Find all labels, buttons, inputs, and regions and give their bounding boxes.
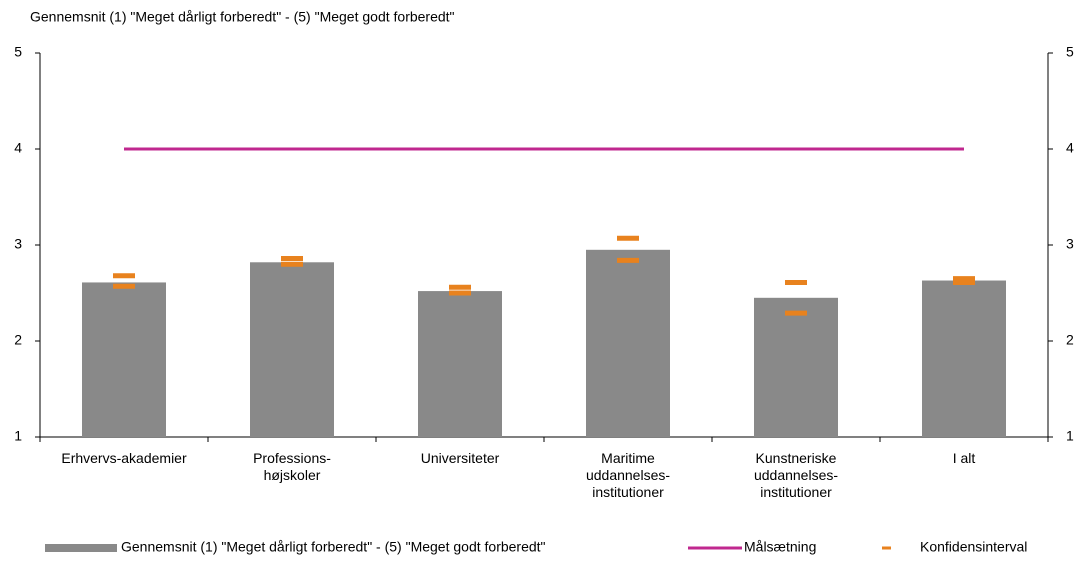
x-tick-label: Professions- højskoler — [253, 450, 331, 483]
legend-swatch — [45, 544, 117, 552]
bar — [586, 249, 670, 437]
bar — [922, 280, 1006, 437]
bar — [418, 291, 502, 437]
y-tick-label: 3 — [14, 236, 22, 252]
y2-tick-label: 4 — [1066, 140, 1074, 156]
bar — [250, 262, 334, 437]
x-tick-label: Universiteter — [420, 450, 500, 466]
y2-tick-label: 3 — [1066, 236, 1074, 252]
chart-title: Gennemsnit (1) "Meget dårligt forberedt"… — [30, 9, 455, 25]
y2-tick-label: 2 — [1066, 332, 1074, 348]
y-tick-label: 4 — [14, 140, 22, 156]
legend-label: Målsætning — [744, 539, 816, 555]
bar — [754, 297, 838, 437]
x-tick-label: Kunstneriske uddannelses- institutioner — [753, 450, 839, 500]
bar — [82, 282, 166, 437]
y2-tick-label: 5 — [1066, 44, 1074, 60]
legend-label: Gennemsnit (1) "Meget dårligt forberedt"… — [121, 539, 546, 555]
x-tick-label: Maritime uddannelses- institutioner — [585, 450, 671, 500]
y-tick-label: 1 — [14, 428, 22, 444]
x-tick-label: I alt — [952, 450, 976, 466]
x-tick-label: Erhvervs-akademier — [61, 450, 187, 466]
y-tick-label: 5 — [14, 44, 22, 60]
legend-label: Konfidensinterval — [920, 539, 1027, 555]
y2-tick-label: 1 — [1066, 428, 1074, 444]
y-tick-label: 2 — [14, 332, 22, 348]
